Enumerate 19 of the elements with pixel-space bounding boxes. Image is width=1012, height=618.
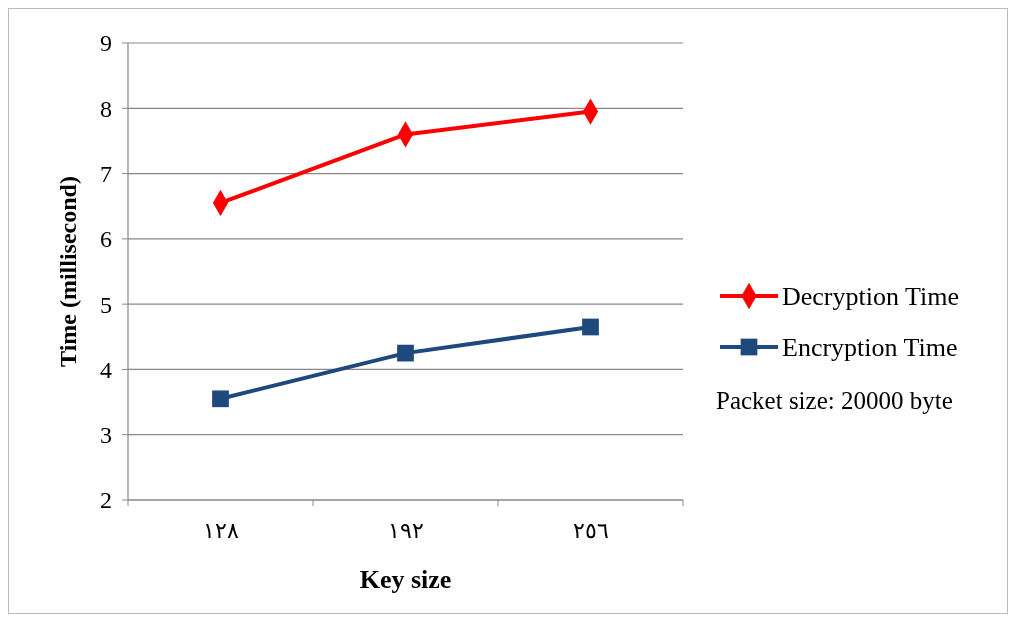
point <box>397 344 414 362</box>
x-axis-title: Key size <box>359 565 452 594</box>
y-tick-label: 8 <box>100 95 112 122</box>
x-tick-label: ١٩٢ <box>387 518 424 543</box>
text: Packet size: 20000 byte <box>716 386 953 414</box>
y-tick-label: 9 <box>100 30 112 57</box>
y-axis-title: Time (millisecond) <box>55 176 81 367</box>
y-tick-label: 3 <box>100 422 112 449</box>
y-tick-label: 4 <box>100 356 112 383</box>
legend-label: Decryption Time <box>782 282 959 312</box>
x-tick-label: ٢٥٦ <box>572 518 609 543</box>
point <box>582 318 599 336</box>
y-tick-label: 2 <box>100 487 112 514</box>
y-tick-label: 5 <box>100 291 112 318</box>
point <box>212 390 229 408</box>
legend-label: Encryption Time <box>782 333 958 363</box>
x-tick-label: ١٢٨ <box>202 518 239 543</box>
y-tick-label: 6 <box>100 226 112 253</box>
y-tick-label: 7 <box>100 160 112 187</box>
